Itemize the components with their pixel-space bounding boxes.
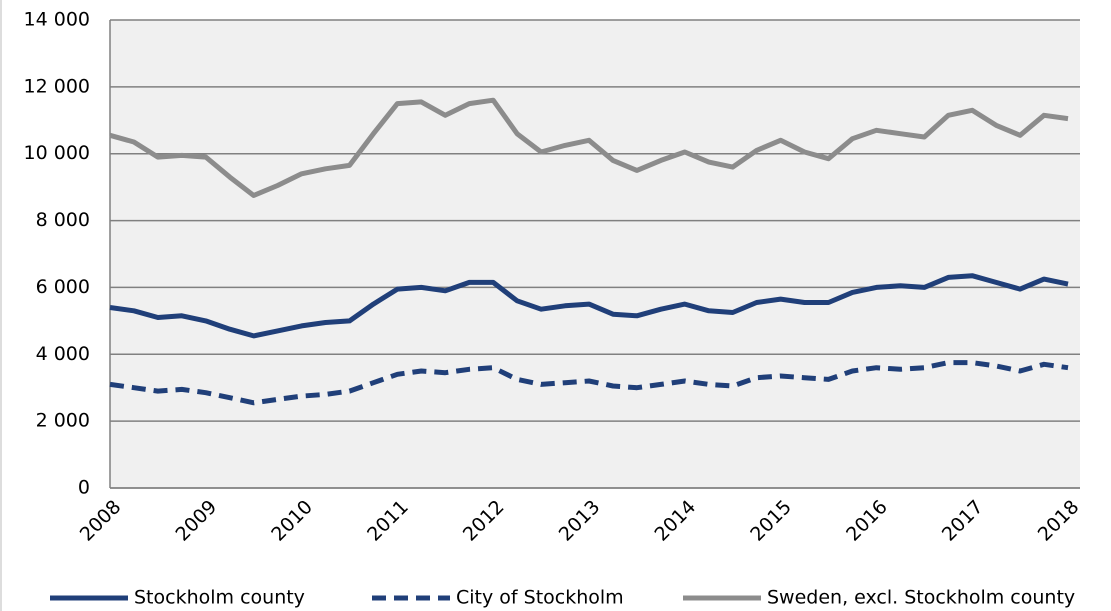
series-line (109, 360, 1069, 406)
x-tick-label: 2018 (1034, 496, 1084, 546)
y-tick-label: 0 (78, 477, 90, 499)
y-tick-label: 2 000 (36, 410, 90, 432)
plot-area (110, 20, 1080, 488)
x-tick-label: 2009 (171, 496, 221, 546)
y-tick-label: 6 000 (36, 276, 90, 298)
x-tick-label: 2008 (76, 496, 126, 546)
x-tick-label: 2010 (267, 496, 317, 546)
x-tick-label: 2013 (555, 496, 605, 546)
series-line (109, 97, 1069, 198)
legend-label: City of Stockholm (456, 587, 624, 609)
y-tick-label: 8 000 (36, 209, 90, 231)
legend-label: Stockholm county (134, 587, 305, 609)
x-tick-label: 2014 (650, 496, 700, 546)
legend-label: Sweden, excl. Stockholm county (767, 587, 1075, 609)
y-tick-label: 12 000 (24, 75, 90, 97)
x-tick-label: 2016 (842, 496, 892, 546)
series-line (109, 273, 1069, 339)
x-tick-label: 2011 (363, 496, 413, 546)
x-tick-label: 2015 (746, 496, 796, 546)
y-tick-label: 4 000 (36, 343, 90, 365)
y-tick-label: 10 000 (24, 142, 90, 164)
y-tick-label: 14 000 (24, 9, 90, 31)
x-tick-label: 2017 (938, 496, 988, 546)
x-tick-label: 2012 (459, 496, 509, 546)
